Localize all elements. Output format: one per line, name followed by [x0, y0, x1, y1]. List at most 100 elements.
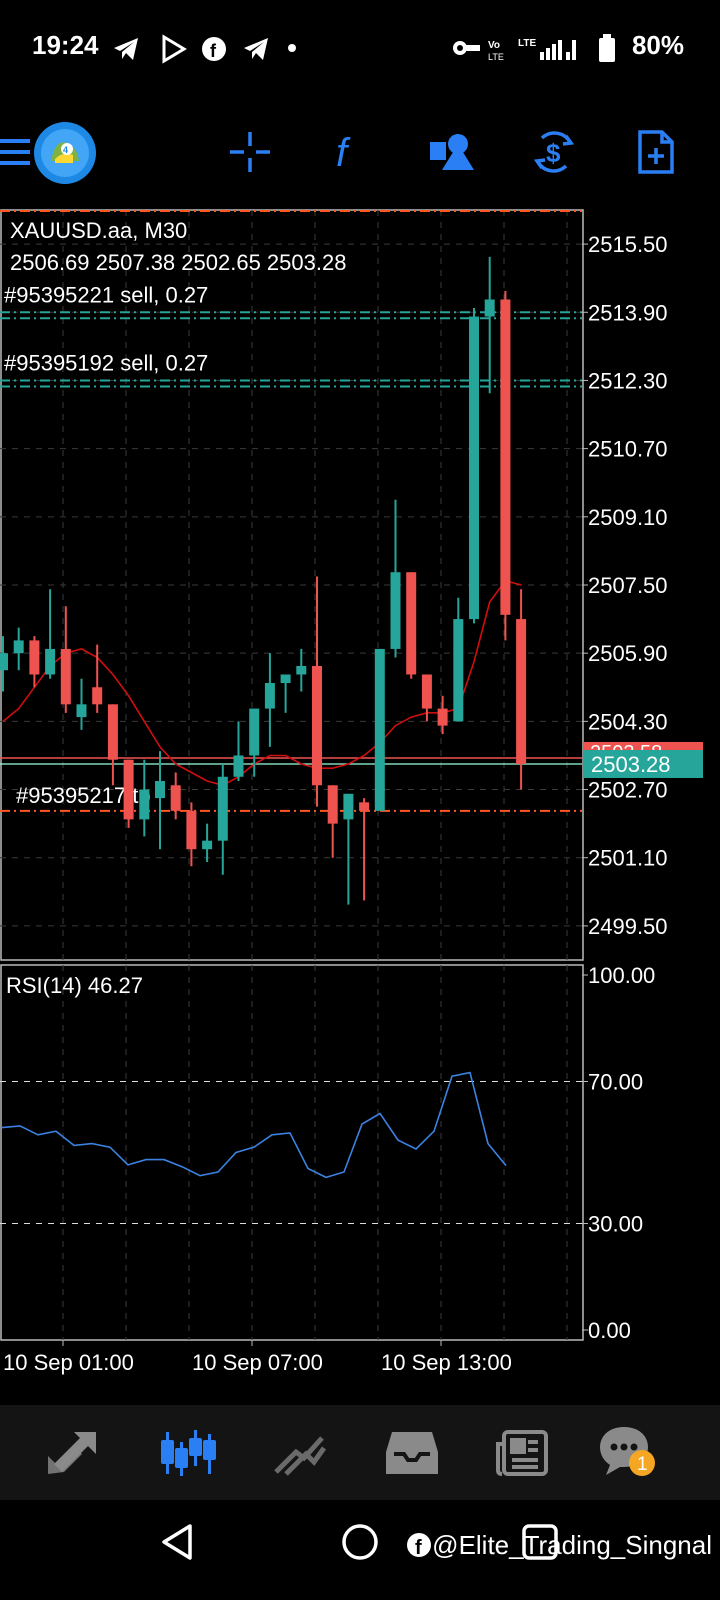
rsi-title: RSI(14) 46.27 — [6, 973, 143, 998]
candle-body — [92, 687, 103, 705]
candle-body — [516, 619, 527, 764]
candle-body — [500, 299, 511, 615]
candle-body — [76, 704, 87, 718]
order-label: #95395221 sell, 0.27 — [4, 282, 208, 307]
volte-icon: Vo — [488, 40, 500, 51]
rsi-tick-label: 100.00 — [588, 963, 655, 988]
time-label: 10 Sep 07:00 — [192, 1350, 323, 1375]
price-tick-label: 2510.70 — [588, 437, 668, 462]
price-tick-label: 2509.10 — [588, 505, 668, 530]
indicators-icon[interactable]: f — [322, 124, 378, 180]
status-time: 19:24 — [32, 30, 99, 60]
candle-body — [202, 840, 213, 850]
candle-body — [107, 704, 118, 760]
system-icons: Vo LTE LTE — [453, 38, 576, 62]
current-price-label: 2503.28 — [591, 752, 671, 777]
candle-body — [296, 665, 307, 675]
ma-path — [2, 579, 522, 787]
notification-icons: f — [114, 34, 296, 64]
objects-icon[interactable] — [424, 124, 480, 180]
quotes-icon[interactable] — [40, 1423, 104, 1483]
order-label: #95395192 sell, 0.27 — [4, 350, 208, 375]
price-tick-label: 2513.90 — [588, 300, 668, 325]
candle-body — [390, 572, 401, 649]
price-axis: 2515.50 2513.90 2512.30 2510.70 2509.10 2507.… — [582, 232, 703, 939]
candle-body — [374, 648, 385, 811]
candle-body — [45, 648, 56, 675]
candle-body — [280, 674, 291, 684]
watermark-text: @Elite_Trading_Singnal — [432, 1530, 712, 1560]
candle-body — [249, 708, 260, 756]
candle-body — [421, 674, 432, 709]
chat-badge-count: 1 — [637, 1454, 648, 1475]
rsi-line — [1, 1071, 507, 1179]
price-tick-label: 2502.70 — [588, 778, 668, 803]
battery-percent: 80% — [631, 30, 684, 60]
candle-body — [359, 802, 370, 811]
vpn-key-icon — [453, 41, 480, 55]
candle-body — [29, 640, 40, 675]
facebook-icon: f — [202, 37, 226, 61]
trade-tab-icon[interactable] — [268, 1423, 332, 1483]
order-lines: #95395221 sell, 0.27 #95395192 sell, 0.27… — [0, 282, 582, 812]
candle-body — [406, 572, 417, 675]
play-store-icon — [162, 34, 187, 64]
time-label: 10 Sep 13:00 — [381, 1350, 512, 1375]
telegram-icon — [244, 38, 268, 60]
current-price-badge — [583, 749, 703, 778]
facebook-icon: f — [407, 1533, 432, 1559]
candle-body — [0, 653, 8, 671]
candle-body — [139, 789, 150, 820]
symbol-timeframe: XAUUSD.aa, M30 — [10, 218, 187, 243]
candle-body — [13, 640, 24, 654]
trade-icon[interactable]: $ — [526, 124, 582, 180]
rsi-panel: 100.00 70.00 30.00 0.00 — [0, 963, 655, 1343]
lte-signal-icon: LTE — [518, 38, 536, 49]
price-tick-label: 2507.50 — [588, 573, 668, 598]
dot-icon — [288, 44, 296, 52]
bottom-tab-bar: 1 — [0, 1405, 720, 1500]
svg-text:f: f — [210, 41, 217, 61]
candle-body — [343, 793, 354, 820]
chart-icon[interactable] — [156, 1423, 220, 1483]
price-tick-label: 2512.30 — [588, 368, 668, 393]
svg-text:4: 4 — [63, 145, 68, 155]
candle-body — [469, 316, 479, 620]
news-icon[interactable] — [490, 1423, 554, 1483]
svg-text:LTE: LTE — [488, 52, 504, 62]
price-tick-label: 2505.90 — [588, 641, 668, 666]
telegram-icon — [114, 38, 138, 60]
candle-body — [453, 619, 464, 722]
metatrader-logo: 4 — [32, 120, 98, 186]
crosshair-icon[interactable] — [222, 124, 278, 180]
candle-body — [60, 648, 71, 705]
candle-body — [437, 708, 448, 726]
time-axis: 10 Sep 01:00 10 Sep 07:00 10 Sep 13:00 — [3, 1340, 512, 1375]
candles — [0, 256, 527, 905]
recents-icon[interactable] — [520, 1522, 560, 1562]
svg-text:$: $ — [546, 138, 561, 168]
back-icon[interactable] — [158, 1522, 198, 1562]
time-label: 10 Sep 01:00 — [3, 1350, 134, 1375]
chat-icon[interactable]: 1 — [596, 1423, 660, 1483]
candle-body — [327, 785, 338, 824]
candle-body — [484, 299, 495, 317]
candle-body — [312, 665, 322, 786]
candle-body — [170, 785, 181, 811]
candle-body — [123, 759, 134, 820]
new-order-icon[interactable] — [628, 124, 684, 180]
signal-icon — [540, 40, 576, 60]
ohlc-values: 2506.69 2507.38 2502.65 2503.28 — [10, 250, 346, 275]
home-icon[interactable] — [340, 1522, 380, 1562]
watermark: f @Elite_Trading_Singnal — [406, 1530, 712, 1561]
menu-icon[interactable] — [0, 124, 42, 180]
candle-body — [217, 776, 228, 841]
price-tick-label: 2515.50 — [588, 232, 668, 257]
candle-body — [264, 683, 275, 709]
rsi-panel-frame — [0, 964, 584, 1341]
candle-body — [186, 810, 197, 850]
price-chart[interactable]: #95395221 sell, 0.27 #95395192 sell, 0.27… — [0, 205, 720, 1375]
history-icon[interactable] — [380, 1423, 444, 1483]
candle-body — [233, 755, 244, 777]
system-nav-bar — [0, 1500, 720, 1600]
